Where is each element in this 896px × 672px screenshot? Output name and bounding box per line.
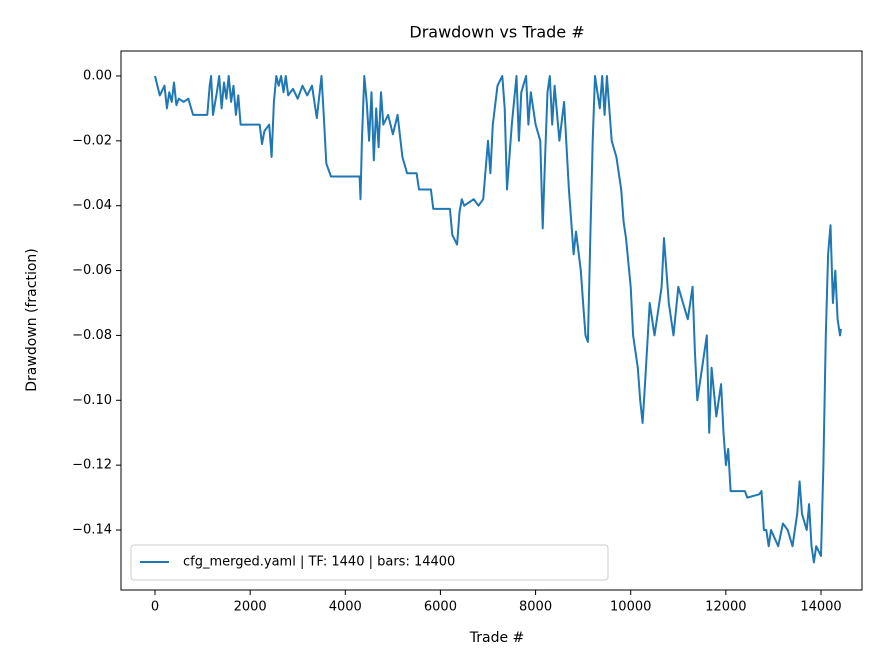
legend-label: cfg_merged.yaml | TF: 1440 | bars: 14400 [183, 555, 455, 570]
x-tick-label: 4000 [329, 600, 362, 615]
x-tick-label: 12000 [705, 600, 746, 615]
x-tick-label: 2000 [234, 600, 267, 615]
x-tick-label: 8000 [519, 600, 552, 615]
y-tick-label: −0.10 [72, 393, 112, 408]
x-tick-label: 14000 [800, 600, 841, 615]
legend-box [130, 544, 609, 581]
y-tick-label: −0.08 [72, 328, 112, 343]
chart-title: Drawdown vs Trade # [409, 23, 584, 42]
y-tick-label: −0.14 [72, 523, 112, 538]
plot-frame [120, 50, 863, 591]
y-tick-label: 0.00 [83, 68, 112, 83]
y-tick-label: −0.04 [72, 198, 112, 213]
x-tick-label: 6000 [424, 600, 457, 615]
x-tick-label: 10000 [610, 600, 651, 615]
y-tick-label: −0.06 [72, 263, 112, 278]
y-axis-label: Drawdown (fraction) [24, 248, 40, 392]
y-tick-label: −0.12 [72, 458, 112, 473]
x-tick-label: 0 [151, 600, 159, 615]
x-axis-label: Trade # [469, 630, 525, 646]
y-tick-label: −0.02 [72, 133, 112, 148]
line [154, 75, 842, 564]
